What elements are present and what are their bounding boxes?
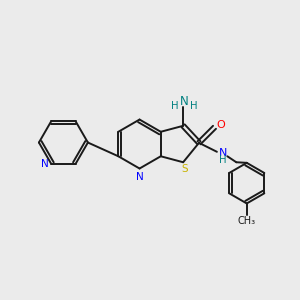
Text: N: N [41,159,49,169]
Text: N: N [180,95,189,108]
Text: O: O [216,120,225,130]
Text: N: N [136,172,143,182]
Text: H: H [190,101,197,111]
Text: S: S [181,164,188,174]
Text: CH₃: CH₃ [238,216,256,226]
Text: N: N [219,148,227,158]
Text: H: H [171,101,178,111]
Text: H: H [219,155,226,165]
